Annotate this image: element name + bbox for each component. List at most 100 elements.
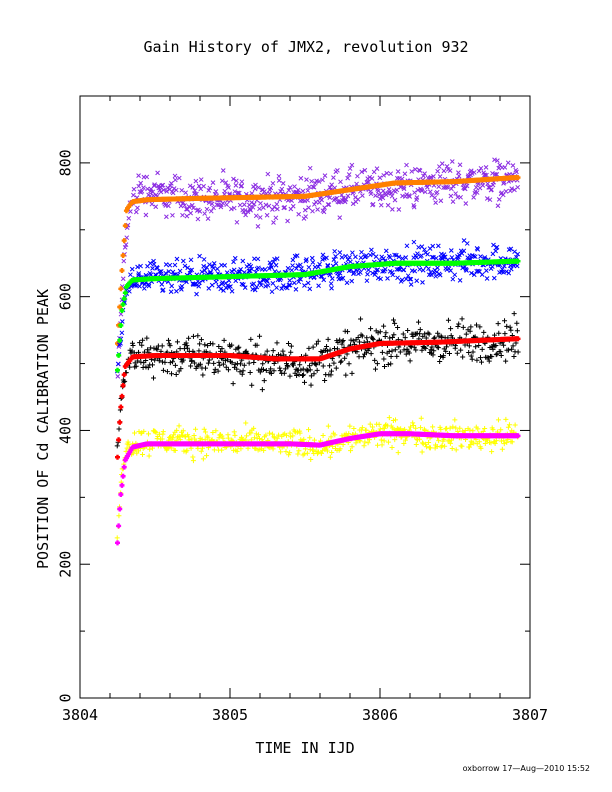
fit-marker [120,252,126,258]
data-marker [297,362,303,368]
data-marker [499,190,505,196]
data-marker [469,356,475,362]
data-marker [143,364,149,370]
data-marker [237,361,243,367]
data-marker [402,335,408,341]
data-marker [270,446,276,452]
data-marker [401,267,407,273]
data-marker [275,352,281,358]
data-marker [261,378,267,384]
data-marker [484,276,490,281]
data-marker [201,183,206,189]
data-marker [340,338,346,344]
data-marker [430,424,436,430]
fit-marker [122,290,128,296]
data-marker [403,276,409,282]
data-marker [138,430,144,436]
data-marker [381,356,387,362]
data-marker [503,188,509,194]
data-marker [385,276,390,281]
data-marker [340,275,346,281]
data-marker [419,440,425,446]
data-marker [392,320,398,326]
data-marker [460,265,465,271]
data-marker [180,212,185,218]
data-marker [133,363,139,369]
data-marker [304,257,309,262]
fit-marker [118,404,124,410]
data-marker [466,349,472,355]
data-marker [425,330,431,336]
data-marker [161,187,166,193]
data-marker [492,332,498,338]
data-marker [265,283,271,288]
data-marker [470,349,476,355]
data-marker [204,453,210,459]
data-marker [177,346,183,352]
data-marker [160,367,166,373]
data-marker [515,184,521,190]
data-marker [260,367,266,373]
data-marker [512,187,517,193]
data-marker [453,191,459,196]
data-marker [374,361,380,367]
data-marker [115,374,121,379]
data-marker [472,254,478,260]
data-marker [427,445,433,451]
data-marker [258,200,263,206]
data-marker [378,437,384,443]
data-marker [335,340,341,346]
fit-marker [515,175,521,181]
data-marker [395,450,401,456]
data-marker [253,431,259,437]
data-marker [505,160,511,166]
data-marker [478,165,484,171]
data-marker [469,270,474,276]
data-marker [338,358,344,364]
data-marker [351,425,357,431]
data-marker [326,202,332,207]
data-marker [337,270,343,276]
data-marker [437,272,443,278]
data-marker [304,177,309,183]
data-marker [303,214,309,219]
data-marker [215,368,221,374]
data-marker [183,340,189,346]
data-marker [244,264,250,269]
data-marker [308,382,314,388]
data-marker [434,189,440,195]
data-marker [463,331,469,337]
data-marker [422,171,427,176]
data-marker [264,212,270,218]
data-marker [337,446,343,452]
data-marker [399,176,405,182]
data-marker [365,440,371,446]
data-marker [277,368,283,374]
data-marker [449,445,455,451]
data-marker [220,361,226,367]
data-marker [262,267,268,272]
data-marker [362,439,368,445]
chart-title: Gain History of JMX2, revolution 932 [143,38,469,56]
data-marker [383,330,389,336]
data-marker [209,282,215,288]
data-marker [229,360,235,366]
fit-marker [120,301,126,307]
data-marker [350,201,356,207]
data-marker [294,253,300,258]
data-marker [151,183,157,189]
data-marker [160,429,166,435]
data-marker [340,442,346,448]
data-marker [459,251,465,256]
data-marker [365,271,370,277]
data-marker [194,191,199,197]
data-marker [437,359,443,365]
data-marker [171,432,177,438]
fit-marker [121,372,127,378]
data-marker [202,342,208,348]
data-marker [220,200,226,206]
data-marker [235,345,241,351]
data-marker [435,330,441,336]
data-marker [256,435,262,441]
data-marker [136,271,142,276]
